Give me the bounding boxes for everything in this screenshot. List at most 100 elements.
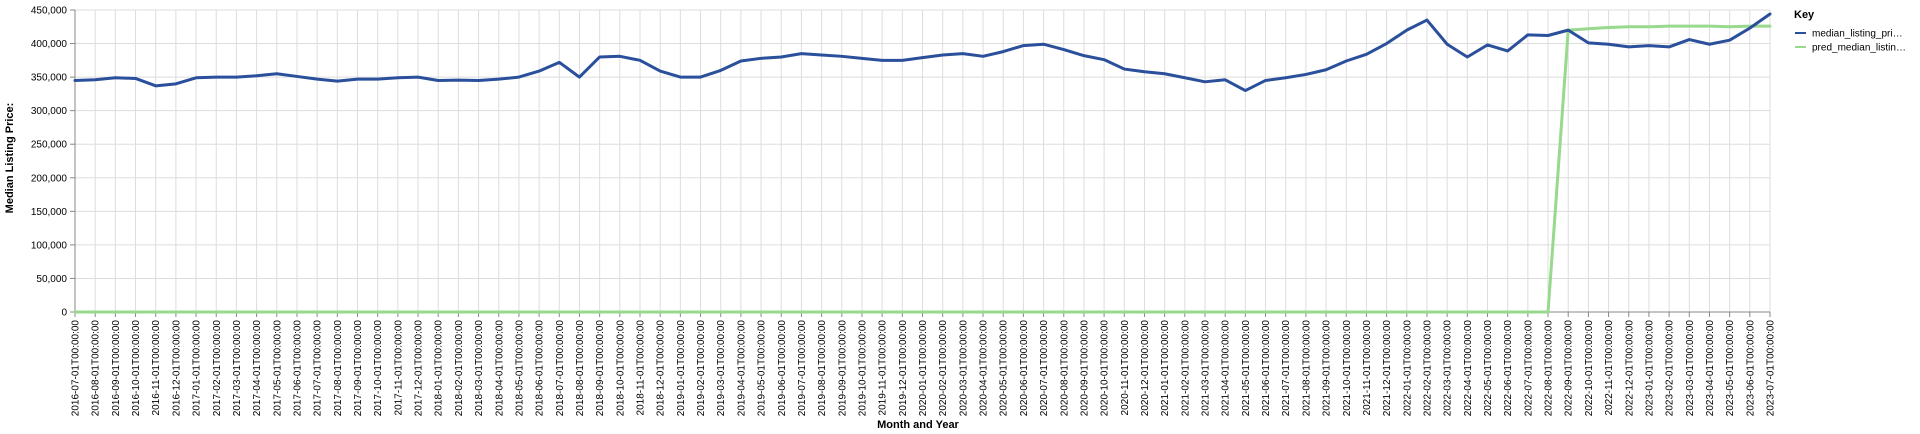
x-tick-label: 2019-10-01T00:00:00 [857, 320, 868, 417]
y-tick-label: 200,000 [31, 173, 68, 184]
x-tick-label: 2022-03-01T00:00:00 [1443, 320, 1454, 417]
x-tick-label: 2020-07-01T00:00:00 [1039, 320, 1050, 417]
x-tick-label: 2020-09-01T00:00:00 [1079, 320, 1090, 417]
x-tick-label: 2017-07-01T00:00:00 [313, 320, 324, 417]
x-tick-label: 2023-03-01T00:00:00 [1685, 320, 1696, 417]
x-tick-label: 2018-06-01T00:00:00 [535, 320, 546, 417]
x-tick-label: 2022-04-01T00:00:00 [1463, 320, 1474, 417]
x-tick-label: 2022-02-01T00:00:00 [1422, 320, 1433, 417]
x-tick-label: 2016-09-01T00:00:00 [111, 320, 122, 417]
x-tick-label: 2016-12-01T00:00:00 [171, 320, 182, 417]
x-tick-label: 2019-03-01T00:00:00 [716, 320, 727, 417]
x-tick-label: 2022-06-01T00:00:00 [1503, 320, 1514, 417]
x-tick-label: 2022-09-01T00:00:00 [1564, 320, 1575, 417]
series-line-0 [73, 12, 1772, 93]
y-tick-label: 350,000 [31, 73, 68, 84]
x-tick-label: 2017-09-01T00:00:00 [353, 320, 364, 417]
x-tick-label: 2018-02-01T00:00:00 [454, 320, 465, 417]
y-axis: 0 50,000 100,000 150,000 200,000 250,000 300,0… [31, 6, 76, 319]
y-tick-label: 300,000 [31, 106, 68, 117]
series-lines [73, 12, 1772, 314]
x-tick-label: 2018-10-01T00:00:00 [615, 320, 626, 417]
x-tick-label: 2017-06-01T00:00:00 [292, 320, 303, 417]
x-tick-label: 2022-12-01T00:00:00 [1624, 320, 1635, 417]
x-tick-label: 2021-07-01T00:00:00 [1281, 320, 1292, 417]
y-axis-title: Median Listing Price: [4, 103, 16, 214]
x-tick-label: 2016-08-01T00:00:00 [91, 320, 102, 417]
x-tick-label: 2017-02-01T00:00:00 [212, 320, 223, 417]
x-tick-label: 2019-11-01T00:00:00 [878, 320, 889, 416]
x-tick-label: 2017-04-01T00:00:00 [252, 320, 263, 417]
x-tick-label: 2022-01-01T00:00:00 [1402, 320, 1413, 417]
x-tick-label: 2021-02-01T00:00:00 [1180, 320, 1191, 417]
x-tick-label: 2019-08-01T00:00:00 [817, 320, 828, 417]
legend-title: Key [1794, 9, 1815, 21]
x-tick-label: 2021-12-01T00:00:00 [1382, 320, 1393, 417]
x-tick-label: 2018-07-01T00:00:00 [555, 320, 566, 417]
x-tick-label: 2022-11-01T00:00:00 [1604, 320, 1615, 416]
x-tick-label: 2022-07-01T00:00:00 [1523, 320, 1534, 417]
series-line-1 [73, 24, 1772, 314]
x-tick-label: 2018-04-01T00:00:00 [494, 320, 505, 417]
legend-label: pred_median_listin… [1812, 43, 1906, 54]
x-tick-label: 2019-01-01T00:00:00 [676, 320, 687, 417]
x-tick-label: 2017-05-01T00:00:00 [272, 320, 283, 417]
y-tick-label: 250,000 [31, 140, 68, 151]
x-tick-label: 2018-11-01T00:00:00 [636, 320, 647, 416]
x-tick-label: 2020-04-01T00:00:00 [979, 320, 990, 417]
x-tick-label: 2020-11-01T00:00:00 [1120, 320, 1131, 416]
x-tick-label: 2020-06-01T00:00:00 [1019, 320, 1030, 417]
x-tick-label: 2023-01-01T00:00:00 [1644, 320, 1655, 417]
x-tick-label: 2023-04-01T00:00:00 [1705, 320, 1716, 417]
x-tick-label: 2020-12-01T00:00:00 [1140, 320, 1151, 417]
x-tick-label: 2023-02-01T00:00:00 [1665, 320, 1676, 417]
legend: Key median_listing_pri… pred_median_listi… [1794, 9, 1906, 54]
x-tick-label: 2018-05-01T00:00:00 [514, 320, 525, 417]
x-tick-label: 2019-04-01T00:00:00 [736, 320, 747, 417]
x-tick-label: 2018-08-01T00:00:00 [575, 320, 586, 417]
x-tick-label: 2019-09-01T00:00:00 [837, 320, 848, 417]
x-tick-label: 2018-09-01T00:00:00 [595, 320, 606, 417]
x-tick-label: 2017-03-01T00:00:00 [232, 320, 243, 417]
x-tick-label: 2021-06-01T00:00:00 [1261, 320, 1272, 417]
y-tick-label: 50,000 [36, 274, 67, 285]
x-tick-label: 2019-05-01T00:00:00 [757, 320, 768, 417]
x-tick-label: 2020-01-01T00:00:00 [918, 320, 929, 417]
x-tick-label: 2023-07-01T00:00:00 [1766, 320, 1777, 417]
x-tick-label: 2021-01-01T00:00:00 [1160, 320, 1171, 417]
x-tick-label: 2022-08-01T00:00:00 [1544, 320, 1555, 417]
x-tick-label: 2023-05-01T00:00:00 [1725, 320, 1736, 417]
x-tick-label: 2018-01-01T00:00:00 [434, 320, 445, 417]
x-tick-label: 2017-12-01T00:00:00 [414, 320, 425, 417]
x-tick-label: 2021-10-01T00:00:00 [1342, 320, 1353, 417]
x-tick-label: 2021-11-01T00:00:00 [1362, 320, 1373, 416]
y-tick-label: 450,000 [31, 6, 68, 17]
x-tick-label: 2017-10-01T00:00:00 [373, 320, 384, 417]
x-tick-label: 2018-03-01T00:00:00 [474, 320, 485, 417]
x-tick-label: 2017-01-01T00:00:00 [192, 320, 203, 417]
x-tick-label: 2019-02-01T00:00:00 [696, 320, 707, 417]
x-tick-label: 2021-09-01T00:00:00 [1322, 320, 1333, 417]
x-tick-label: 2021-05-01T00:00:00 [1241, 320, 1252, 417]
x-tick-label: 2016-07-01T00:00:00 [71, 320, 82, 417]
x-tick-label: 2020-03-01T00:00:00 [958, 320, 969, 417]
x-tick-label: 2020-02-01T00:00:00 [938, 320, 949, 417]
x-tick-label: 2016-10-01T00:00:00 [131, 320, 142, 417]
y-tick-label: 400,000 [31, 39, 68, 50]
x-tick-label: 2020-05-01T00:00:00 [999, 320, 1010, 417]
y-tick-label: 0 [61, 308, 67, 319]
grid-lines [74, 9, 1771, 313]
x-tick-label: 2019-06-01T00:00:00 [777, 320, 788, 417]
x-tick-label: 2021-03-01T00:00:00 [1201, 320, 1212, 417]
x-tick-label: 2022-10-01T00:00:00 [1584, 320, 1595, 417]
x-tick-label: 2022-05-01T00:00:00 [1483, 320, 1494, 417]
x-tick-label: 2020-10-01T00:00:00 [1100, 320, 1111, 417]
x-tick-label: 2019-07-01T00:00:00 [797, 320, 808, 417]
y-tick-label: 150,000 [31, 207, 68, 218]
x-tick-label: 2017-11-01T00:00:00 [393, 320, 404, 416]
x-tick-label: 2019-12-01T00:00:00 [898, 320, 909, 417]
x-tick-label: 2017-08-01T00:00:00 [333, 320, 344, 417]
y-tick-label: 100,000 [31, 240, 68, 251]
x-tick-label: 2016-11-01T00:00:00 [151, 320, 162, 416]
